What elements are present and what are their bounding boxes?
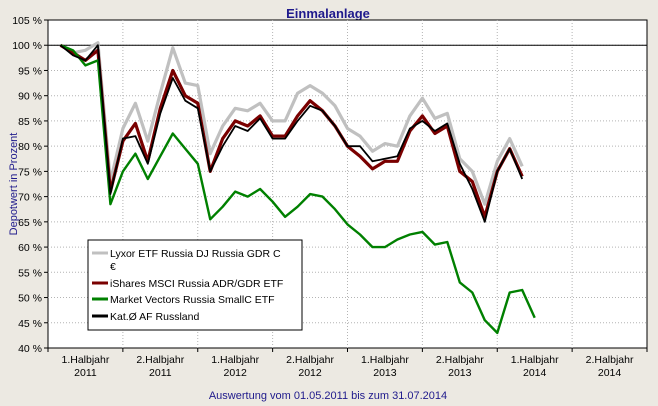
y-axis-label: Depotwert in Prozent — [8, 133, 20, 236]
legend: Lyxor ETF Russia DJ Russia GDR C € iShares… — [87, 239, 303, 331]
y-tick-label: 80 % — [18, 141, 42, 153]
y-tick-label: 60 % — [18, 242, 42, 254]
x-tick-label: 1.Halbjahr — [211, 354, 259, 366]
legend-entry-label: Kat.Ø AF Russland — [110, 311, 199, 323]
y-axis-ticks: 40 % 45 % 50 % 55 % 60 % 65 % 70 % 75 % 80 % 85 %… — [12, 15, 48, 355]
x-tick-label: 1.Halbjahr — [511, 354, 559, 366]
x-tick-label: 2011 — [149, 367, 172, 379]
x-tick-label: 2012 — [224, 367, 248, 379]
legend-box — [87, 239, 303, 331]
y-tick-label: 90 % — [18, 91, 42, 103]
x-tick-label: 2014 — [598, 367, 622, 379]
x-tick-label: 2.Halbjahr — [436, 354, 484, 366]
x-tick-label: 2013 — [448, 367, 472, 379]
legend-entry-label: Lyxor ETF Russia DJ Russia GDR C € — [110, 248, 281, 273]
x-tick-label: 2012 — [298, 367, 322, 379]
y-tick-label: 50 % — [18, 293, 42, 305]
x-tick-label: 2014 — [523, 367, 547, 379]
legend-entry-label: iShares MSCI Russia ADR/GDR ETF — [110, 278, 283, 290]
x-tick-label: 2.Halbjahr — [136, 354, 184, 366]
y-tick-label: 65 % — [18, 217, 42, 229]
y-tick-label: 70 % — [18, 192, 42, 204]
x-axis-label: Auswertung vom 01.05.2011 bis zum 31.07.… — [209, 390, 447, 402]
y-tick-label: 75 % — [18, 166, 42, 178]
series-line-lyxor — [59, 41, 524, 206]
y-tick-label: 105 % — [12, 15, 42, 27]
x-tick-label: 2011 — [74, 367, 97, 379]
x-axis-ticks: 1.Halbjahr20112.Halbjahr20111.Halbjahr20… — [47, 348, 648, 379]
y-tick-label: 45 % — [18, 318, 42, 330]
x-tick-label: 2013 — [373, 367, 397, 379]
y-tick-label: 95 % — [18, 65, 42, 77]
x-tick-label: 1.Halbjahr — [361, 354, 409, 366]
y-tick-label: 85 % — [18, 116, 42, 128]
series-lines — [59, 41, 536, 335]
chart-title: Einmalanlage — [286, 6, 370, 21]
series-line-market-vectors — [60, 44, 536, 335]
series-line-ishares — [59, 43, 524, 219]
x-tick-label: 2.Halbjahr — [286, 354, 334, 366]
y-tick-label: 40 % — [18, 343, 42, 355]
x-tick-label: 2.Halbjahr — [586, 354, 634, 366]
series-line-kat-af-russland — [59, 44, 524, 223]
y-tick-label: 100 % — [12, 40, 42, 52]
x-tick-label: 1.Halbjahr — [62, 354, 110, 366]
legend-entry-label: Market Vectors Russia SmallC ETF — [110, 294, 275, 306]
y-tick-label: 55 % — [18, 267, 42, 279]
